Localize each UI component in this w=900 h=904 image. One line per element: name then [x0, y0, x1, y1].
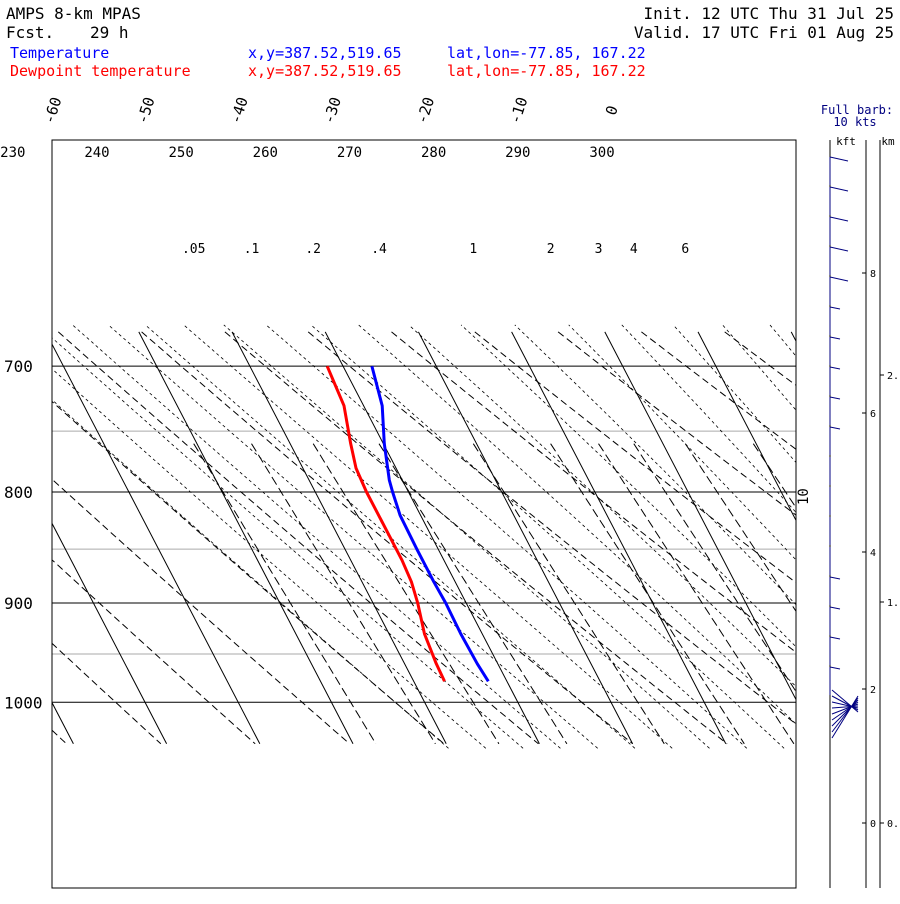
- mixing-ratio-label: .2: [305, 242, 321, 257]
- theta-label: 250: [168, 145, 193, 161]
- pressure-tick-label: 700: [4, 357, 33, 376]
- theta-label: 270: [337, 145, 362, 161]
- km-tick-label: 1.: [887, 598, 899, 609]
- legend-dewpoint-xy: x,y=387.52,519.65: [248, 62, 402, 80]
- mixing-ratio-label: 10: [796, 488, 812, 505]
- barb-note-line2: 10 kts: [833, 115, 876, 129]
- valid-time: Valid. 17 UTC Fri 01 Aug 25: [634, 23, 894, 42]
- km-label: km: [881, 135, 895, 148]
- legend-dewpoint-name: Dewpoint temperature: [10, 62, 191, 80]
- mixing-ratio-label: .05: [182, 242, 205, 257]
- mixing-ratio-label: .4: [371, 242, 387, 257]
- kft-tick-label: 6: [870, 409, 876, 420]
- kft-label: kft: [836, 135, 856, 148]
- mixing-ratio-label: 6: [681, 242, 689, 257]
- legend-temperature-latlon: lat,lon=-77.85, 167.22: [447, 44, 646, 62]
- theta-label: 290: [505, 145, 530, 161]
- model-title: AMPS 8-km MPAS: [6, 4, 141, 23]
- theta-label: 300: [589, 145, 614, 161]
- pressure-tick-label: 900: [4, 594, 33, 613]
- kft-tick-label: 8: [870, 269, 876, 280]
- fcst-value: 29 h: [90, 23, 129, 42]
- legend-temperature-name: Temperature: [10, 44, 109, 62]
- fcst-label: Fcst.: [6, 23, 54, 42]
- theta-label: 230: [0, 145, 25, 161]
- theta-label: 280: [421, 145, 446, 161]
- theta-label: 240: [84, 145, 109, 161]
- pressure-tick-label: 1000: [4, 693, 43, 712]
- km-tick-label: 2.: [887, 371, 899, 382]
- mixing-ratio-label: 3: [595, 242, 603, 257]
- mixing-ratio-label: 4: [630, 242, 638, 257]
- km-tick-label: 0.: [887, 819, 899, 830]
- kft-tick-label: 2: [870, 685, 876, 696]
- mixing-ratio-label: 1: [469, 242, 477, 257]
- legend-dewpoint-latlon: lat,lon=-77.85, 167.22: [447, 62, 646, 80]
- legend-temperature-xy: x,y=387.52,519.65: [248, 44, 402, 62]
- kft-tick-label: 0: [870, 819, 876, 830]
- theta-label: 260: [253, 145, 278, 161]
- mixing-ratio-label: 2: [547, 242, 555, 257]
- kft-tick-label: 4: [870, 548, 876, 559]
- init-time: Init. 12 UTC Thu 31 Jul 25: [644, 4, 894, 23]
- pressure-tick-label: 800: [4, 483, 33, 502]
- mixing-ratio-label: .1: [244, 242, 260, 257]
